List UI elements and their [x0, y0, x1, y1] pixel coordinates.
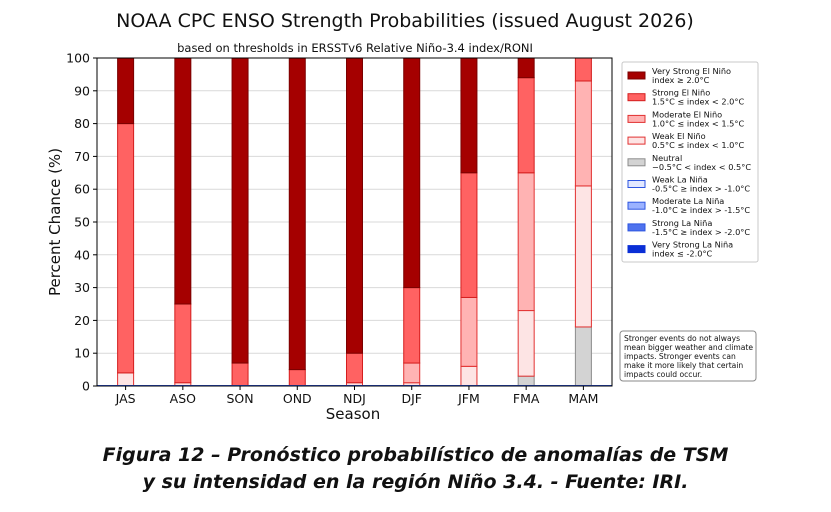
bar-segment: [574, 57, 592, 82]
bar-segment: [460, 365, 478, 387]
legend-label: Moderate La Niña: [652, 196, 724, 206]
y-tick-label: 70: [74, 149, 90, 164]
legend-range: 0.5°C ≤ index < 1.0°C: [652, 140, 744, 150]
figure-caption-line-2: y su intensidad en la región Niño 3.4. -…: [142, 471, 689, 493]
bar-segment: [517, 172, 535, 312]
bar-segment: [574, 326, 592, 387]
bar-segment: [460, 296, 478, 367]
legend-box: [621, 61, 759, 263]
enso-strength-chart: NOAA CPC ENSO Strength Probabilities (is…: [46, 10, 759, 423]
bar-segment: [403, 57, 421, 289]
figure-caption-line-1: Figura 12 – Pronóstico probabilístico de…: [102, 444, 729, 466]
legend-swatch: [627, 114, 646, 123]
bar-segment: [517, 77, 535, 174]
legend-range: index ≥ 2.0°C: [652, 75, 710, 85]
note-text-line: mean bigger weather and climate: [624, 343, 753, 352]
legend-swatch: [627, 201, 646, 210]
legend-swatch: [627, 245, 646, 254]
legend-label: Very Strong El Niño: [652, 66, 731, 76]
legend-range: -1.0°C ≥ index > -1.5°C: [652, 205, 750, 215]
bar-segment: [231, 57, 249, 364]
bar-segment: [574, 185, 592, 328]
legend-swatch: [627, 180, 646, 188]
legend-range: 1.0°C ≤ index < 1.5°C: [652, 118, 744, 128]
legend-swatch: [627, 158, 646, 167]
y-tick-label: 50: [74, 215, 90, 230]
x-axis-label: Season: [326, 405, 380, 423]
y-tick-label: 90: [74, 83, 90, 98]
y-tick-label: 40: [74, 247, 90, 262]
bar-segment: [174, 303, 192, 384]
note-text-line: Stronger events do not always: [624, 334, 740, 343]
y-axis-label: Percent Chance (%): [46, 148, 64, 296]
bar-segment: [346, 57, 363, 354]
bar-segment: [460, 172, 478, 298]
x-tick-label: JAS: [115, 391, 136, 406]
bar-segment: [460, 57, 478, 174]
bar-segment: [117, 372, 135, 387]
x-tick-label: JFM: [457, 391, 480, 406]
legend-label: Moderate El Niño: [652, 109, 722, 119]
bar-stacks: [97, 57, 612, 387]
legend-label: Weak El Niño: [652, 131, 706, 141]
note-text-line: impacts. Stronger events can: [624, 352, 736, 361]
y-tick-label: 10: [74, 346, 90, 361]
axes: 0 10 20 30 40 50 60 70 80 90 100 JAS ASO SON OND NDJ DJF…: [66, 51, 613, 406]
x-tick-label: OND: [283, 391, 312, 406]
y-tick-label: 60: [74, 182, 90, 197]
chart-title: NOAA CPC ENSO Strength Probabilities (is…: [116, 10, 694, 32]
bar-segment: [517, 375, 535, 387]
x-tick-label: ASO: [170, 391, 196, 406]
legend-range: −0.5°C < index < 0.5°C: [652, 162, 751, 172]
legend-range: index ≤ -2.0°C: [652, 249, 713, 259]
legend-swatch: [627, 93, 646, 102]
bar-segment: [517, 310, 535, 377]
legend-swatch: [627, 71, 646, 80]
bar-segment: [288, 57, 306, 371]
bar-segment: [517, 57, 535, 79]
legend-label: Weak La Niña: [652, 175, 708, 185]
y-tick-label: 30: [74, 280, 90, 295]
legend-label: Strong La Niña: [652, 218, 712, 228]
note-box-frame: [619, 330, 757, 382]
note-text-line: impacts could occur.: [624, 370, 702, 379]
bar-segment: [574, 80, 592, 187]
x-tick-label: DJF: [401, 391, 422, 406]
legend-label: Very Strong La Niña: [652, 240, 733, 250]
x-tick-label: FMA: [513, 391, 540, 406]
legend-range: 1.5°C ≤ index < 2.0°C: [652, 97, 744, 107]
note-text-line: make it more likely that certain: [624, 361, 743, 370]
bar-segment: [174, 57, 192, 305]
legend-range: -1.5°C ≥ index > -2.0°C: [652, 227, 750, 237]
y-tick-label: 20: [74, 313, 90, 328]
bar-segment: [403, 362, 421, 384]
x-tick-label: SON: [226, 391, 253, 406]
legend-swatch: [627, 223, 646, 232]
y-tick-label: 0: [82, 379, 90, 394]
bar-segment: [288, 369, 306, 387]
plot-frame: [96, 57, 613, 387]
legend-range: -0.5°C ≥ index > -1.0°C: [652, 184, 750, 194]
y-tick-label: 80: [74, 116, 90, 131]
y-tick-label: 100: [66, 51, 90, 66]
bar-segment: [117, 123, 135, 374]
bar-segment: [346, 352, 363, 384]
legend-swatch: [627, 136, 646, 145]
x-tick-label: NDJ: [343, 391, 366, 406]
bar-segment: [403, 287, 421, 364]
bar-segment: [231, 362, 249, 387]
bar-segment: [117, 57, 135, 125]
chart-subtitle: based on thresholds in ERSSTv6 Relative …: [177, 41, 533, 55]
legend-label: Neutral: [652, 153, 682, 163]
x-tick-label: MAM: [568, 391, 598, 406]
legend-label: Strong El Niño: [652, 88, 710, 98]
